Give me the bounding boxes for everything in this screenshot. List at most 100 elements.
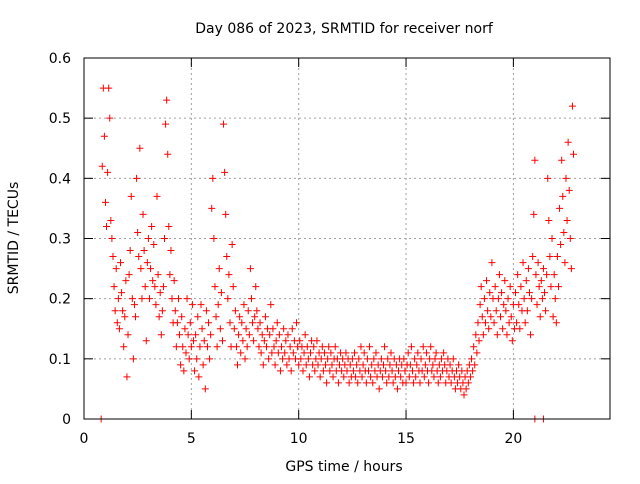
data-point	[230, 325, 238, 333]
data-point	[484, 307, 492, 315]
data-point	[284, 331, 292, 339]
data-point	[275, 331, 283, 339]
data-point	[137, 265, 145, 273]
data-point	[514, 271, 522, 279]
data-point	[220, 120, 228, 128]
data-point	[125, 271, 133, 279]
x-tick-label: 10	[290, 431, 308, 447]
data-point	[114, 295, 122, 303]
data-point	[107, 216, 115, 224]
data-point	[310, 343, 318, 351]
data-point	[303, 343, 311, 351]
data-point	[253, 307, 261, 315]
data-point	[417, 355, 425, 363]
data-point	[123, 373, 131, 381]
data-point	[129, 355, 137, 363]
data-point	[547, 283, 555, 291]
data-point	[491, 283, 499, 291]
data-point	[419, 343, 427, 351]
data-point	[430, 373, 438, 381]
data-point	[504, 295, 512, 303]
x-tick-label: 5	[187, 431, 196, 447]
data-point	[538, 295, 546, 303]
data-point	[535, 283, 543, 291]
data-point	[481, 319, 489, 327]
data-point	[258, 331, 266, 339]
data-point	[305, 373, 313, 381]
data-point	[500, 301, 508, 309]
data-point	[251, 313, 259, 321]
data-point	[98, 162, 106, 170]
data-point	[232, 343, 240, 351]
data-point	[218, 337, 226, 345]
data-point	[322, 361, 330, 369]
data-point	[548, 235, 556, 242]
data-point	[404, 349, 412, 357]
data-point	[279, 355, 287, 363]
data-point	[249, 319, 257, 327]
data-point	[324, 355, 332, 363]
data-point	[307, 349, 315, 357]
data-point	[414, 349, 422, 357]
data-point	[515, 301, 523, 309]
data-point	[116, 259, 124, 267]
data-point	[269, 325, 277, 333]
data-point	[143, 259, 151, 267]
data-point	[224, 295, 232, 303]
data-point	[384, 355, 392, 363]
data-point	[177, 361, 185, 369]
data-point	[203, 343, 211, 351]
data-point	[216, 325, 224, 333]
data-point	[318, 343, 326, 351]
data-point	[168, 295, 176, 303]
data-point	[197, 301, 205, 309]
data-point	[462, 385, 470, 393]
data-point	[364, 367, 372, 375]
data-point	[262, 343, 270, 351]
data-point	[119, 307, 127, 315]
data-point	[200, 337, 208, 345]
chart-title: Day 086 of 2023, SRMTID for receiver nor…	[195, 21, 494, 37]
data-point	[345, 379, 353, 387]
data-point	[472, 331, 480, 339]
data-point	[254, 325, 262, 333]
data-point	[346, 361, 354, 369]
data-point	[498, 289, 506, 297]
data-point	[352, 373, 360, 381]
data-point	[549, 313, 557, 321]
data-point	[505, 319, 513, 327]
data-point	[179, 343, 187, 351]
data-point	[551, 295, 559, 303]
data-point	[225, 271, 233, 279]
data-point	[328, 361, 336, 369]
data-point	[238, 319, 246, 327]
data-point	[440, 349, 448, 357]
data-point	[545, 216, 553, 224]
data-point	[257, 349, 265, 357]
data-point	[115, 325, 123, 333]
data-point	[550, 271, 558, 279]
data-point	[469, 367, 477, 375]
data-point	[240, 301, 248, 309]
data-point	[299, 367, 307, 375]
data-point	[485, 325, 493, 333]
data-point	[113, 319, 121, 327]
data-point	[126, 247, 134, 255]
data-point	[466, 373, 474, 381]
data-point	[271, 361, 279, 369]
data-point	[282, 337, 290, 345]
data-point	[201, 385, 209, 393]
y-tick-label: 0.2	[49, 292, 71, 308]
data-point	[559, 192, 567, 200]
data-point	[231, 307, 239, 315]
data-point	[557, 241, 565, 249]
data-point	[325, 343, 333, 351]
data-point	[377, 355, 385, 363]
data-point	[118, 289, 126, 297]
data-point	[162, 120, 170, 128]
data-point	[285, 355, 293, 363]
data-point	[449, 355, 457, 363]
data-point	[437, 355, 445, 363]
data-point	[533, 301, 541, 309]
